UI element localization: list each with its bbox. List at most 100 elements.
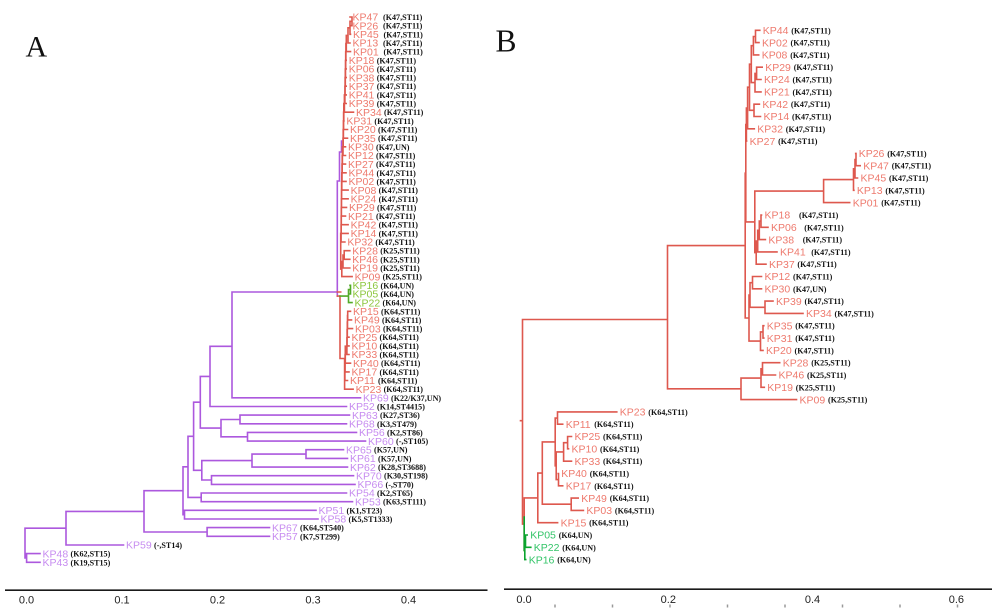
svg-text:KP69: KP69 — [363, 393, 389, 405]
svg-text:KP28: KP28 — [783, 357, 809, 369]
svg-text:(K47,ST11): (K47,ST11) — [797, 260, 837, 269]
svg-text:KP18: KP18 — [765, 210, 791, 222]
svg-text:KP34: KP34 — [356, 107, 382, 119]
svg-text:KP62: KP62 — [350, 462, 376, 474]
svg-text:(K47,ST11): (K47,ST11) — [384, 108, 424, 117]
svg-text:(K25,ST11): (K25,ST11) — [380, 247, 420, 256]
svg-text:KP57: KP57 — [272, 531, 298, 543]
svg-text:KP42: KP42 — [762, 99, 788, 111]
svg-text:KP47: KP47 — [863, 160, 889, 172]
svg-text:(K47,ST11): (K47,ST11) — [377, 169, 417, 178]
svg-text:(K47,ST11): (K47,ST11) — [377, 65, 417, 74]
svg-text:(K47,ST11): (K47,ST11) — [377, 74, 417, 83]
svg-text:KP52: KP52 — [349, 401, 375, 413]
svg-text:(K27,ST36): (K27,ST36) — [380, 411, 420, 420]
svg-text:KP13: KP13 — [857, 185, 883, 197]
svg-text:KP11: KP11 — [566, 419, 591, 431]
svg-text:KP41: KP41 — [349, 90, 375, 102]
svg-text:KP29: KP29 — [765, 62, 791, 74]
svg-text:(K64,ST11): (K64,ST11) — [648, 408, 688, 417]
svg-text:(K64,UN): (K64,UN) — [557, 556, 591, 565]
svg-text:(K64,ST11): (K64,ST11) — [380, 333, 420, 342]
svg-text:KP14: KP14 — [764, 111, 790, 123]
svg-text:KP35: KP35 — [350, 133, 376, 145]
svg-text:KP49: KP49 — [581, 493, 607, 505]
svg-text:(K25,ST11): (K25,ST11) — [811, 359, 851, 368]
svg-text:KP54: KP54 — [349, 488, 375, 500]
svg-text:(K64,ST11): (K64,ST11) — [381, 307, 421, 316]
svg-text:(K47,ST11): (K47,ST11) — [377, 82, 417, 91]
svg-text:KP20: KP20 — [350, 124, 376, 136]
svg-text:KP61: KP61 — [350, 453, 376, 465]
svg-text:(K47,ST11): (K47,ST11) — [792, 113, 832, 122]
svg-text:(K64,ST11): (K64,ST11) — [594, 420, 634, 429]
svg-text:KP13: KP13 — [353, 38, 379, 50]
svg-text:(K64,ST11): (K64,ST11) — [600, 445, 640, 454]
svg-text:(K47,ST11): (K47,ST11) — [791, 100, 831, 109]
svg-text:(K64,ST11): (K64,ST11) — [382, 316, 422, 325]
svg-text:(K47,ST11): (K47,ST11) — [790, 51, 830, 60]
svg-text:KP17: KP17 — [352, 367, 378, 379]
svg-text:KP15: KP15 — [353, 306, 379, 318]
svg-text:(K1,ST23): (K1,ST23) — [347, 506, 383, 515]
svg-text:(K47,UN): (K47,UN) — [376, 143, 410, 152]
svg-text:(K64,ST11): (K64,ST11) — [615, 506, 655, 515]
svg-text:(K47,ST11): (K47,ST11) — [805, 297, 845, 306]
svg-text:KP37: KP37 — [349, 81, 375, 93]
svg-text:(K22/K37,UN): (K22/K37,UN) — [391, 394, 441, 403]
svg-text:KP16: KP16 — [529, 554, 555, 566]
svg-text:(K5,ST1333): (K5,ST1333) — [349, 515, 393, 524]
svg-text:0.6: 0.6 — [949, 594, 964, 606]
svg-text:(K64,ST11): (K64,ST11) — [594, 482, 634, 491]
svg-text:KP05: KP05 — [353, 289, 379, 301]
svg-text:KP06: KP06 — [771, 222, 797, 234]
svg-text:0.2: 0.2 — [210, 595, 225, 607]
svg-text:KP17: KP17 — [566, 481, 592, 493]
svg-text:KP34: KP34 — [806, 308, 832, 320]
svg-text:KP40: KP40 — [561, 468, 587, 480]
svg-text:(K47,ST11): (K47,ST11) — [795, 334, 835, 343]
svg-text:KP30: KP30 — [348, 142, 374, 154]
svg-text:KP32: KP32 — [757, 124, 783, 136]
svg-text:(K47,ST11): (K47,ST11) — [383, 13, 423, 22]
svg-text:(K47,ST11): (K47,ST11) — [885, 186, 925, 195]
svg-text:(K47,ST11): (K47,ST11) — [379, 221, 419, 230]
svg-text:KP05: KP05 — [530, 530, 556, 542]
svg-text:KP45: KP45 — [861, 173, 887, 185]
svg-text:(K25,ST11): (K25,ST11) — [828, 396, 868, 405]
svg-text:KP27: KP27 — [348, 159, 374, 171]
svg-text:KP53: KP53 — [355, 496, 381, 508]
svg-text:KP26: KP26 — [353, 20, 379, 32]
svg-text:(K47,ST11): (K47,ST11) — [377, 91, 417, 100]
svg-text:(K64,ST11): (K64,ST11) — [383, 325, 423, 334]
svg-text:KP33: KP33 — [352, 349, 378, 361]
svg-text:KP63: KP63 — [352, 410, 378, 422]
svg-text:(K30,ST198): (K30,ST198) — [384, 472, 428, 481]
svg-text:(K3,ST479): (K3,ST479) — [377, 420, 417, 429]
svg-text:KP12: KP12 — [348, 150, 374, 162]
svg-text:KP45: KP45 — [353, 29, 379, 41]
svg-text:(K47,ST11): (K47,ST11) — [889, 174, 929, 183]
svg-text:(K47,ST11): (K47,ST11) — [379, 229, 419, 238]
svg-text:(K64,UN): (K64,UN) — [381, 281, 415, 290]
svg-text:KP02: KP02 — [349, 176, 375, 188]
svg-text:(K7,ST299): (K7,ST299) — [300, 532, 340, 541]
svg-text:KP67: KP67 — [272, 522, 298, 534]
svg-text:(-,ST70): (-,ST70) — [386, 480, 414, 489]
svg-text:KP60: KP60 — [368, 436, 394, 448]
svg-text:(K57,UN): (K57,UN) — [378, 454, 412, 463]
svg-text:(K64,UN): (K64,UN) — [381, 290, 415, 299]
svg-text:(K64,ST11): (K64,ST11) — [603, 457, 643, 466]
svg-text:(K47,ST11): (K47,ST11) — [795, 346, 835, 355]
svg-text:(K64,UN): (K64,UN) — [383, 299, 417, 308]
svg-text:(K64,ST11): (K64,ST11) — [610, 494, 650, 503]
svg-text:(K64,ST11): (K64,ST11) — [378, 377, 418, 386]
svg-text:(K64,ST11): (K64,ST11) — [590, 470, 630, 479]
svg-text:(K47,UN): (K47,UN) — [793, 285, 827, 294]
svg-text:KP09: KP09 — [800, 394, 826, 406]
svg-text:KP11: KP11 — [350, 375, 375, 387]
svg-text:(K64,ST11): (K64,ST11) — [589, 519, 629, 528]
svg-text:(K47,ST11): (K47,ST11) — [376, 160, 416, 169]
svg-text:KP66: KP66 — [358, 479, 384, 491]
svg-text:(K47,ST11): (K47,ST11) — [375, 238, 415, 247]
